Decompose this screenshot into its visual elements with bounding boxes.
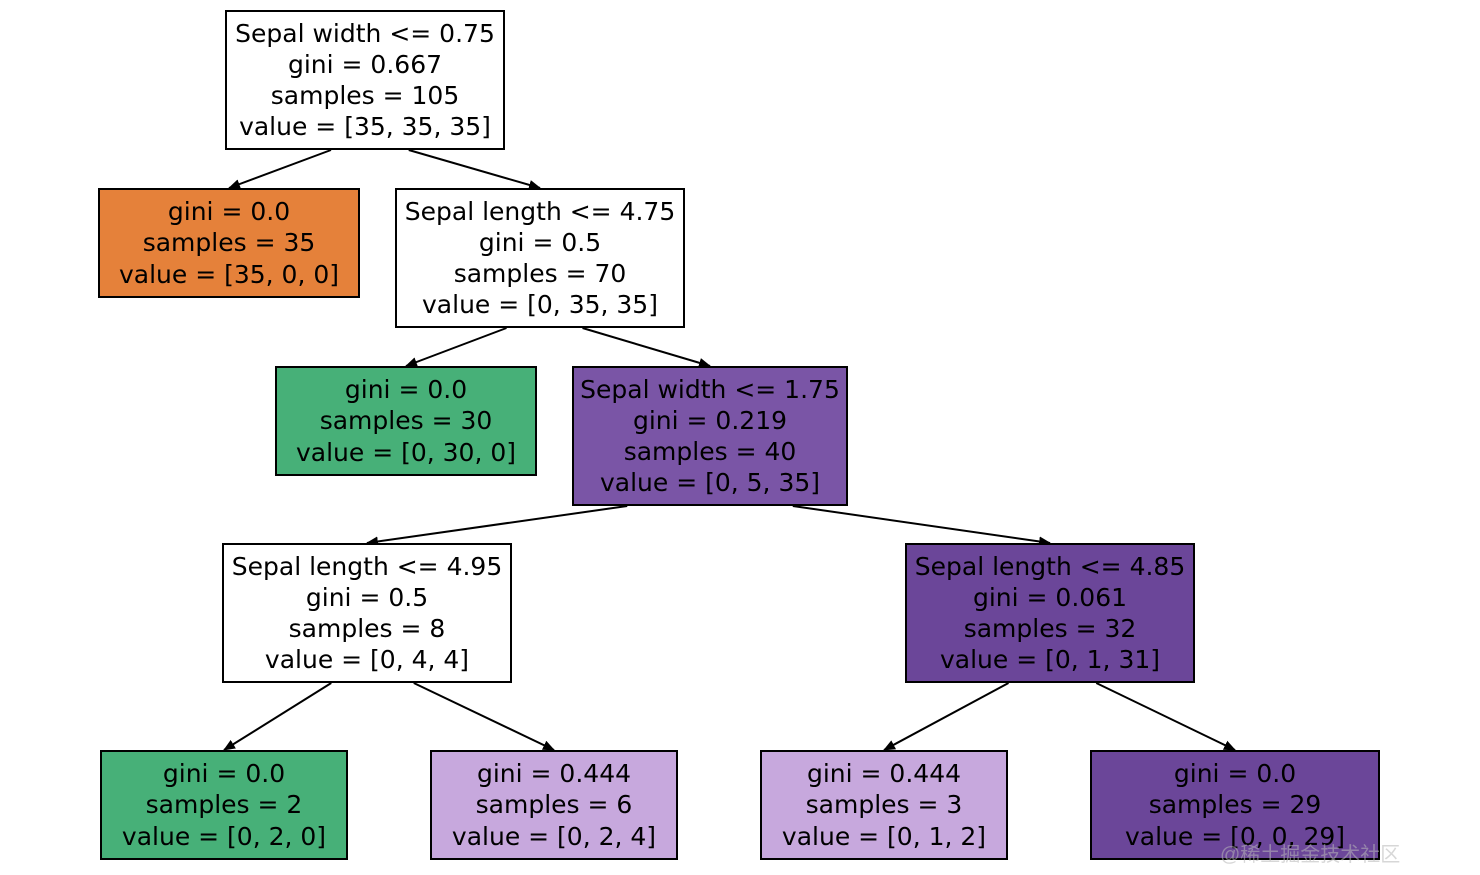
tree-node-line: value = [35, 0, 0] — [119, 259, 339, 290]
tree-node-line: gini = 0.5 — [306, 582, 428, 613]
tree-node: gini = 0.0samples = 35value = [35, 0, 0] — [98, 188, 360, 298]
tree-node-line: gini = 0.444 — [807, 758, 961, 789]
tree-node: Sepal width <= 0.75gini = 0.667samples =… — [225, 10, 505, 150]
tree-node-line: samples = 32 — [964, 613, 1137, 644]
tree-node: Sepal length <= 4.75gini = 0.5samples = … — [395, 188, 685, 328]
tree-node: Sepal length <= 4.85gini = 0.061samples … — [905, 543, 1195, 683]
tree-edge — [1096, 683, 1235, 750]
tree-node-line: samples = 3 — [806, 789, 963, 820]
tree-node-line: value = [0, 1, 2] — [782, 821, 986, 852]
tree-node-line: value = [0, 5, 35] — [600, 467, 820, 498]
tree-edge — [229, 150, 331, 188]
tree-node-line: gini = 0.219 — [633, 405, 787, 436]
tree-node-line: value = [35, 35, 35] — [239, 111, 491, 142]
tree-edge — [583, 328, 711, 366]
tree-edge — [406, 328, 507, 366]
tree-node-line: value = [0, 35, 35] — [422, 289, 658, 320]
tree-edge — [414, 683, 554, 750]
tree-node-line: samples = 40 — [624, 436, 797, 467]
tree-node-line: value = [0, 2, 0] — [122, 821, 326, 852]
tree-node-line: Sepal length <= 4.75 — [405, 196, 675, 227]
tree-node-line: samples = 29 — [1149, 789, 1322, 820]
tree-node-line: Sepal width <= 1.75 — [580, 374, 840, 405]
tree-node-line: samples = 6 — [476, 789, 633, 820]
tree-node-line: gini = 0.061 — [973, 582, 1127, 613]
tree-node-line: gini = 0.0 — [1174, 758, 1296, 789]
tree-node-line: gini = 0.0 — [163, 758, 285, 789]
tree-node-line: Sepal width <= 0.75 — [235, 18, 495, 49]
tree-node: gini = 0.0samples = 30value = [0, 30, 0] — [275, 366, 537, 476]
tree-node-line: value = [0, 4, 4] — [265, 644, 469, 675]
tree-node-line: gini = 0.5 — [479, 227, 601, 258]
tree-node-line: samples = 8 — [289, 613, 446, 644]
tree-edge — [224, 683, 331, 750]
watermark-text: @稀土掘金技术社区 — [1220, 838, 1400, 867]
tree-edge — [409, 150, 540, 188]
tree-node-line: value = [0, 1, 31] — [940, 644, 1160, 675]
tree-node-line: samples = 105 — [271, 80, 459, 111]
tree-edge — [367, 506, 627, 543]
tree-edge — [884, 683, 1009, 750]
tree-node: gini = 0.444samples = 6value = [0, 2, 4] — [430, 750, 678, 860]
tree-node-line: gini = 0.0 — [168, 196, 290, 227]
tree-node-line: gini = 0.444 — [477, 758, 631, 789]
tree-node-line: samples = 35 — [143, 227, 316, 258]
tree-node-line: gini = 0.667 — [288, 49, 442, 80]
tree-node-line: gini = 0.0 — [345, 374, 467, 405]
tree-node-line: Sepal length <= 4.85 — [915, 551, 1185, 582]
tree-node-line: value = [0, 2, 4] — [452, 821, 656, 852]
tree-node-line: samples = 70 — [454, 258, 627, 289]
tree-node-line: value = [0, 30, 0] — [296, 437, 516, 468]
tree-node: Sepal width <= 1.75gini = 0.219samples =… — [572, 366, 848, 506]
tree-node-line: samples = 30 — [320, 405, 493, 436]
tree-node: gini = 0.444samples = 3value = [0, 1, 2] — [760, 750, 1008, 860]
tree-node: Sepal length <= 4.95gini = 0.5samples = … — [222, 543, 512, 683]
decision-tree-diagram: Sepal width <= 0.75gini = 0.667samples =… — [0, 0, 1480, 875]
tree-node-line: samples = 2 — [146, 789, 303, 820]
tree-edge — [793, 506, 1050, 543]
tree-node-line: Sepal length <= 4.95 — [232, 551, 502, 582]
tree-node: gini = 0.0samples = 2value = [0, 2, 0] — [100, 750, 348, 860]
